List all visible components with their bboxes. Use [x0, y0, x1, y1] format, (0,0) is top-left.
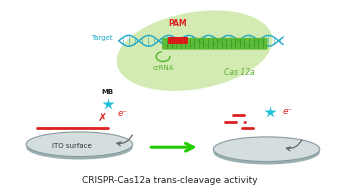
Ellipse shape [213, 140, 320, 164]
Ellipse shape [26, 132, 133, 156]
Text: CRISPR-Cas12a trans-cleavage activity: CRISPR-Cas12a trans-cleavage activity [82, 176, 257, 185]
Text: Target: Target [91, 35, 113, 41]
FancyArrowPatch shape [286, 140, 302, 151]
Ellipse shape [117, 10, 273, 91]
FancyArrowPatch shape [151, 143, 193, 151]
Text: PAM: PAM [168, 19, 187, 28]
Text: crRNA: crRNA [152, 65, 174, 71]
Ellipse shape [213, 137, 320, 162]
Ellipse shape [26, 135, 133, 160]
Text: MB: MB [102, 89, 114, 95]
Text: Cas 12a: Cas 12a [224, 68, 254, 77]
Bar [168, 37, 188, 44]
Text: e⁻: e⁻ [282, 107, 293, 116]
Text: e⁻: e⁻ [118, 109, 128, 118]
FancyArrowPatch shape [117, 135, 132, 146]
Text: ✗: ✗ [97, 113, 107, 123]
Text: ITO surface: ITO surface [52, 143, 91, 149]
FancyBboxPatch shape [162, 38, 267, 50]
